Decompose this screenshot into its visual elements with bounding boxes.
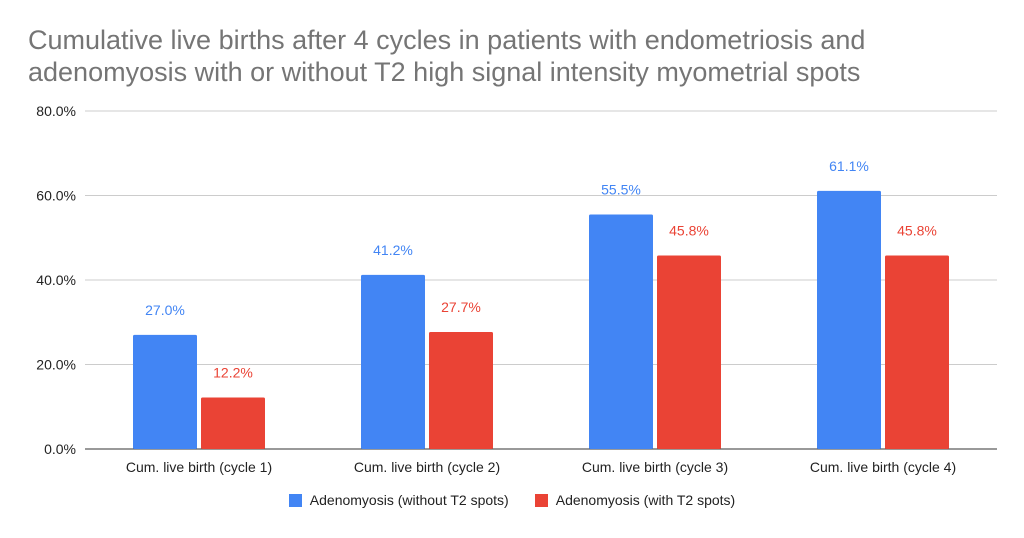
y-tick-label: 80.0% (36, 103, 76, 119)
legend-label-with-t2: Adenomyosis (with T2 spots) (555, 492, 736, 508)
x-tick-label: Cum. live birth (cycle 4) (810, 459, 956, 475)
y-tick-label: 20.0% (36, 357, 76, 373)
legend-swatch-with-t2 (534, 493, 548, 507)
data-label: 45.8% (897, 222, 937, 238)
x-tick-label: Cum. live birth (cycle 1) (126, 459, 272, 475)
data-label: 41.2% (373, 242, 413, 258)
legend-item-without-t2: Adenomyosis (without T2 spots) (288, 492, 509, 508)
bar-without-t2 (589, 214, 653, 449)
legend-label-without-t2: Adenomyosis (without T2 spots) (309, 492, 509, 508)
bar-with-t2 (657, 255, 721, 449)
y-tick-label: 0.0% (44, 441, 76, 457)
data-label: 45.8% (669, 222, 709, 238)
chart-title-line-2: adenomyosis with or without T2 high sign… (28, 57, 861, 87)
bar-with-t2 (201, 397, 265, 449)
bar-without-t2 (133, 334, 197, 449)
y-tick-label: 40.0% (36, 272, 76, 288)
bar-with-t2 (429, 331, 493, 449)
chart-legend: Adenomyosis (without T2 spots) Adenomyos… (0, 492, 1024, 508)
data-label: 12.2% (213, 364, 253, 380)
x-tick-label: Cum. live birth (cycle 3) (582, 459, 728, 475)
data-label: 61.1% (829, 158, 869, 174)
chart-title-line-1: Cumulative live births after 4 cycles in… (28, 25, 866, 55)
bar-without-t2 (361, 274, 425, 449)
data-label: 27.0% (145, 302, 185, 318)
x-tick-label: Cum. live birth (cycle 2) (354, 459, 500, 475)
legend-item-with-t2: Adenomyosis (with T2 spots) (534, 492, 736, 508)
data-label: 55.5% (601, 182, 641, 198)
bar-with-t2 (885, 255, 949, 449)
bar-without-t2 (817, 190, 881, 450)
chart-title: Cumulative live births after 4 cycles in… (28, 24, 988, 88)
legend-swatch-without-t2 (288, 493, 302, 507)
y-tick-label: 60.0% (36, 188, 76, 204)
data-label: 27.7% (441, 299, 481, 315)
